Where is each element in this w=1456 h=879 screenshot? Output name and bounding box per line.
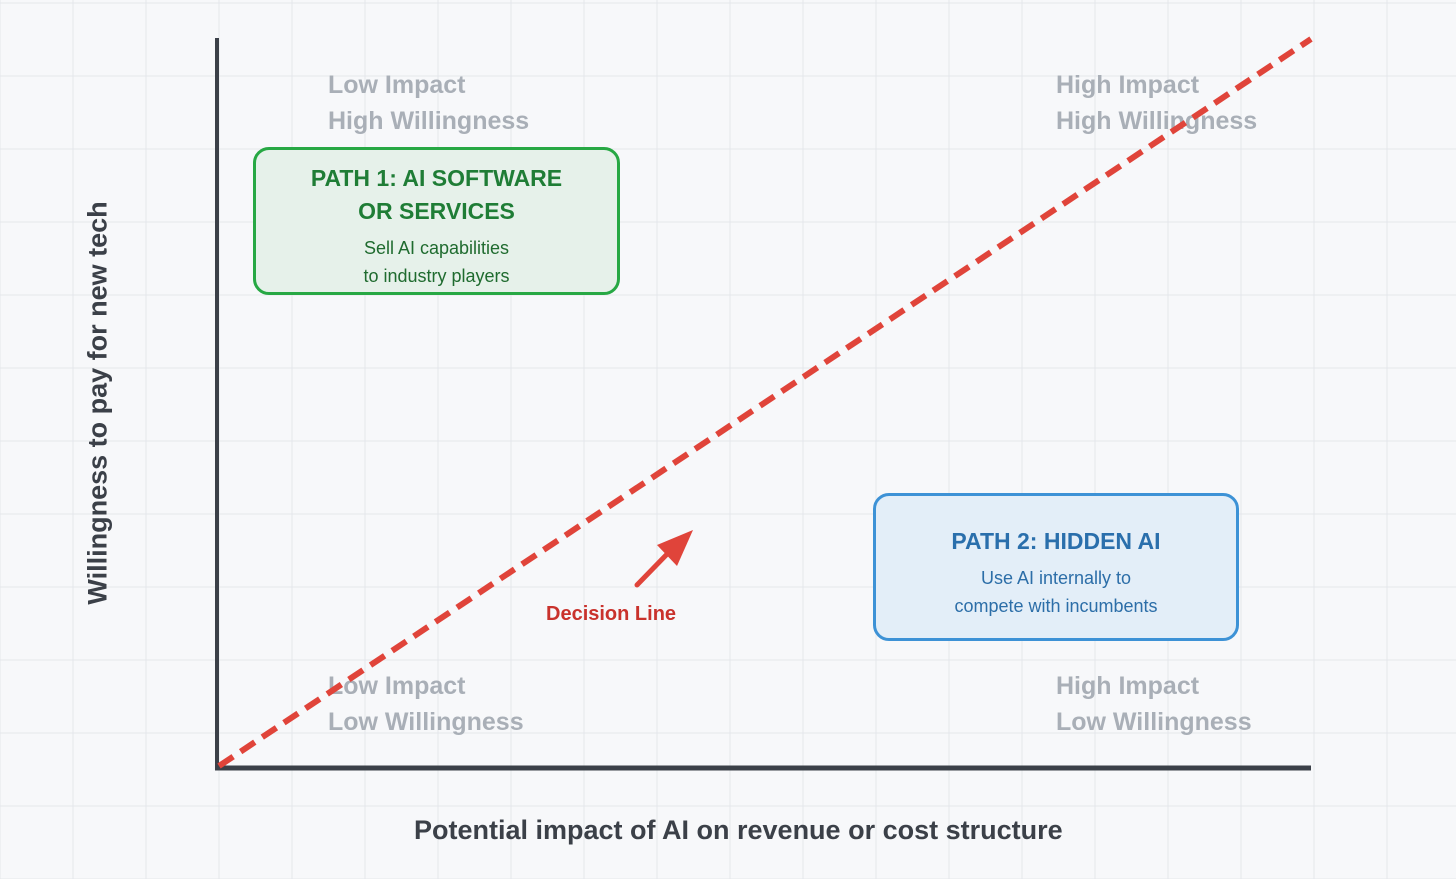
path1-description: Sell AI capabilities to industry players (256, 234, 617, 290)
quadrant-label-high-impact-low-willingness: High Impact Low Willingness (1056, 668, 1252, 740)
y-axis-title: Willingness to pay for new tech (82, 201, 113, 605)
quadrant-label-low-impact-high-willingness: Low Impact High Willingness (328, 67, 529, 139)
path1-title: PATH 1: AI SOFTWARE OR SERVICES (256, 162, 617, 228)
quadrant-label-high-impact-high-willingness: High Impact High Willingness (1056, 67, 1257, 139)
path2-description-line: compete with incumbents (954, 596, 1158, 616)
quadrant-label-line: High Impact (1056, 71, 1200, 99)
x-axis-title: Potential impact of AI on revenue or cos… (414, 815, 1063, 845)
path2-description: Use AI internally to compete with incumb… (876, 564, 1236, 620)
path1-description-line: Sell AI capabilities (363, 238, 510, 258)
decision-line (217, 36, 1313, 769)
quadrant-label-line: Low Willingness (328, 708, 524, 736)
decision-line-label: Decision Line (546, 603, 677, 625)
decision-arrow-head (657, 530, 693, 566)
quadrant-label-line: High Willingness (1056, 107, 1258, 135)
path1-description-line: to industry players (363, 266, 510, 286)
path2-description-line: Use AI internally to (980, 568, 1132, 588)
path2-box: PATH 2: HIDDEN AI Use AI internally to c… (873, 493, 1239, 641)
decision-arrow-shaft (634, 546, 675, 588)
path2-title: PATH 2: HIDDEN AI (951, 528, 1161, 554)
path1-title-line: OR SERVICES (358, 198, 515, 224)
quadrant-label-line: Low Willingness (1056, 708, 1252, 736)
quadrant-label-line: Low Impact (328, 71, 466, 99)
path1-box: PATH 1: AI SOFTWARE OR SERVICES Sell AI … (253, 147, 620, 295)
path1-title-line: PATH 1: AI SOFTWARE (310, 165, 563, 191)
quadrant-label-line: High Willingness (328, 107, 530, 135)
quadrant-label-line: High Impact (1056, 672, 1200, 700)
